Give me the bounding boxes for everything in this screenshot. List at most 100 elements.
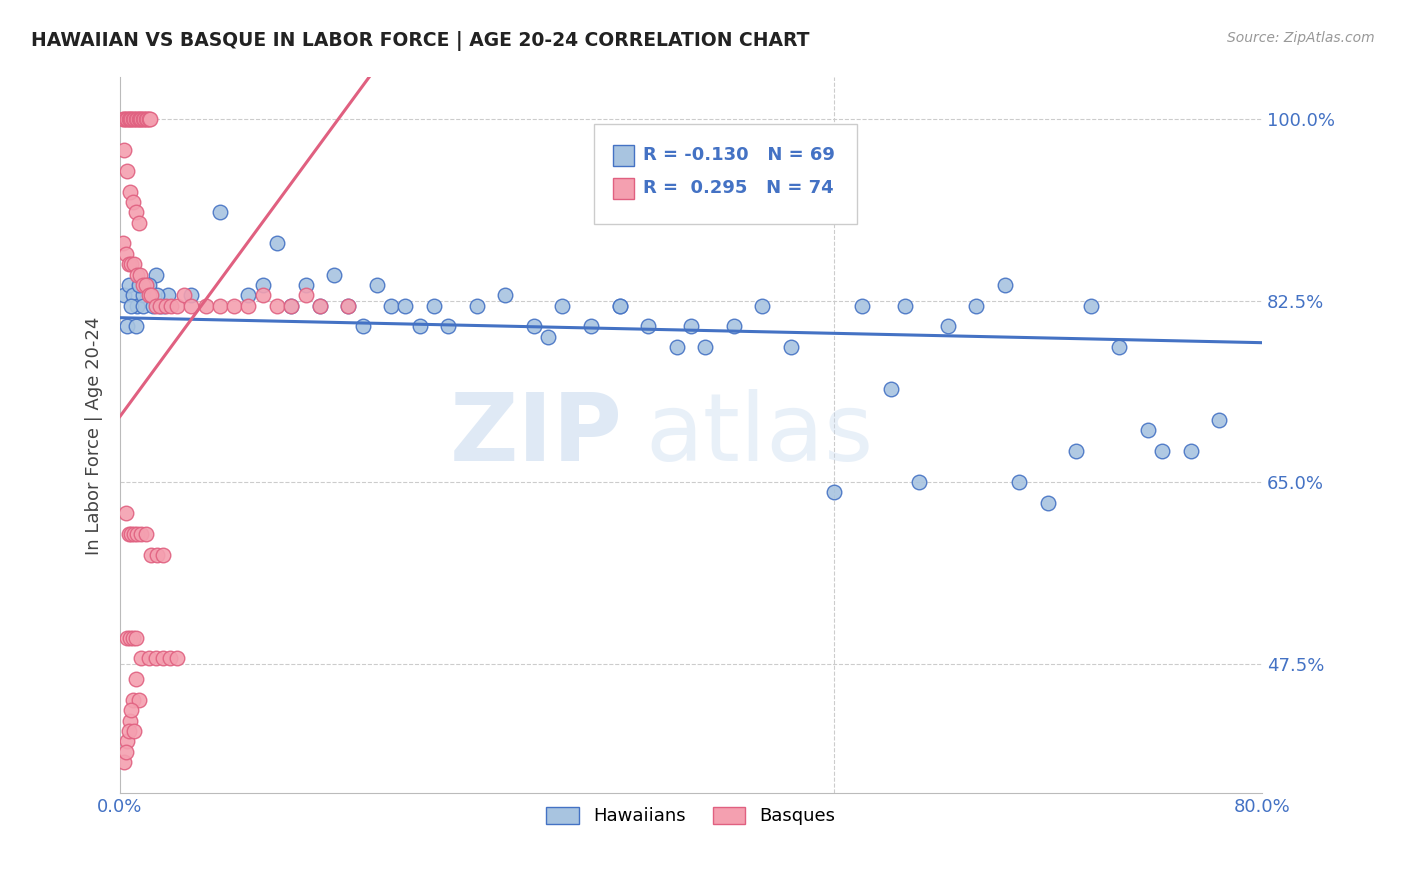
- Point: [1108, 340, 1130, 354]
- Point: [936, 319, 959, 334]
- Point: [145, 268, 167, 282]
- Point: [337, 299, 360, 313]
- Point: [523, 319, 546, 334]
- Point: [908, 475, 931, 489]
- Point: [139, 112, 162, 126]
- Point: [131, 112, 153, 126]
- Point: [112, 112, 135, 126]
- Point: [665, 340, 688, 354]
- Point: [112, 288, 135, 302]
- Point: [437, 319, 460, 334]
- Point: [366, 277, 388, 292]
- Point: [114, 506, 136, 520]
- Point: [128, 693, 150, 707]
- Point: [120, 527, 142, 541]
- Point: [138, 651, 160, 665]
- Point: [118, 185, 141, 199]
- Point: [115, 734, 138, 748]
- Point: [1066, 444, 1088, 458]
- Point: [1136, 423, 1159, 437]
- Point: [117, 724, 139, 739]
- Point: [266, 299, 288, 313]
- Text: Source: ZipAtlas.com: Source: ZipAtlas.com: [1227, 31, 1375, 45]
- Point: [723, 319, 745, 334]
- Point: [238, 288, 260, 302]
- Point: [337, 299, 360, 313]
- Point: [138, 288, 160, 302]
- Point: [173, 288, 195, 302]
- Point: [166, 299, 188, 313]
- Point: [124, 631, 146, 645]
- Point: [121, 288, 143, 302]
- Point: [537, 330, 560, 344]
- Point: [132, 288, 155, 302]
- Point: [1008, 475, 1031, 489]
- Point: [779, 340, 801, 354]
- Point: [823, 485, 845, 500]
- Point: [135, 277, 157, 292]
- Point: [695, 340, 717, 354]
- Point: [132, 277, 155, 292]
- Point: [145, 651, 167, 665]
- Point: [128, 216, 150, 230]
- Point: [112, 143, 135, 157]
- Point: [135, 527, 157, 541]
- Point: [128, 112, 150, 126]
- Point: [122, 112, 145, 126]
- Point: [208, 299, 231, 313]
- Point: [323, 268, 346, 282]
- Point: [894, 299, 917, 313]
- Point: [266, 236, 288, 251]
- Point: [149, 299, 172, 313]
- Point: [423, 299, 446, 313]
- Point: [152, 651, 174, 665]
- Point: [494, 288, 516, 302]
- Point: [224, 299, 246, 313]
- Point: [159, 651, 181, 665]
- Point: [129, 112, 152, 126]
- Point: [115, 631, 138, 645]
- Point: [127, 527, 149, 541]
- Text: R =  0.295   N = 74: R = 0.295 N = 74: [643, 179, 834, 197]
- Point: [121, 693, 143, 707]
- Point: [1150, 444, 1173, 458]
- Point: [117, 112, 139, 126]
- Point: [679, 319, 702, 334]
- Point: [118, 112, 141, 126]
- Point: [111, 112, 134, 126]
- Point: [128, 277, 150, 292]
- Point: [111, 236, 134, 251]
- Point: [138, 112, 160, 126]
- Point: [121, 194, 143, 209]
- Point: [308, 299, 330, 313]
- Point: [145, 299, 167, 313]
- Point: [124, 319, 146, 334]
- Point: [1208, 413, 1230, 427]
- Point: [136, 277, 159, 292]
- Point: [127, 299, 149, 313]
- Point: [120, 112, 142, 126]
- Text: R = -0.130   N = 69: R = -0.130 N = 69: [643, 146, 835, 164]
- FancyBboxPatch shape: [613, 178, 634, 199]
- Point: [308, 299, 330, 313]
- Point: [194, 299, 217, 313]
- Point: [352, 319, 374, 334]
- Point: [252, 288, 274, 302]
- Point: [238, 299, 260, 313]
- Point: [117, 257, 139, 271]
- Point: [131, 527, 153, 541]
- Point: [180, 288, 202, 302]
- FancyBboxPatch shape: [613, 145, 634, 166]
- Point: [152, 548, 174, 562]
- Point: [117, 527, 139, 541]
- Text: atlas: atlas: [645, 390, 873, 482]
- Point: [120, 257, 142, 271]
- Point: [124, 112, 146, 126]
- Point: [294, 288, 316, 302]
- Legend: Hawaiians, Basques: Hawaiians, Basques: [537, 797, 845, 834]
- Point: [579, 319, 602, 334]
- Point: [129, 277, 152, 292]
- Point: [115, 164, 138, 178]
- Point: [141, 288, 163, 302]
- Point: [129, 268, 152, 282]
